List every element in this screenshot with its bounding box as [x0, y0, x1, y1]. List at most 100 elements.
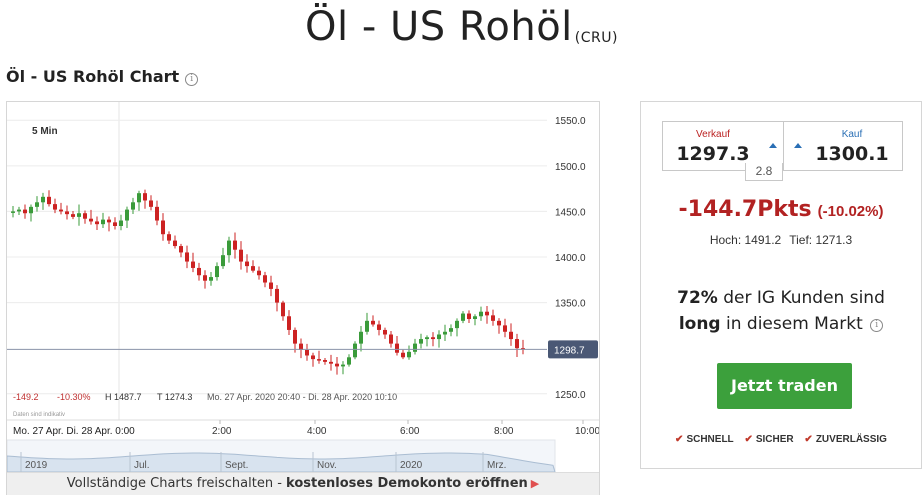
chart-section-title: Öl - US Rohöl Chart i — [6, 67, 199, 86]
unlock-charts-bar[interactable]: Vollständige Charts freischalten - koste… — [7, 472, 599, 495]
x-tick-label: 6:00 — [400, 426, 420, 437]
navigator-label: Sept. — [225, 460, 248, 471]
candle-body — [329, 361, 333, 364]
trading-panel: Verkauf 1297.3 Kauf 1300.1 2.8 -144.7Pkt… — [640, 101, 922, 469]
candle-body — [53, 204, 57, 210]
candle-body — [173, 240, 177, 247]
candle-body — [89, 218, 93, 222]
y-tick-label: 1350.0 — [555, 299, 586, 310]
candle-body — [515, 339, 519, 349]
day-low: Tief: 1271.3 — [789, 233, 853, 247]
candle-body — [407, 351, 411, 358]
candle-body — [497, 320, 501, 326]
navigator-label: 2020 — [400, 460, 423, 471]
trade-now-button[interactable]: Jetzt traden — [717, 363, 852, 409]
candle-body — [29, 206, 33, 214]
candle-body — [353, 343, 357, 358]
chart-section-title-text: Öl - US Rohöl Chart — [6, 67, 180, 86]
disclaimer: Daten sind indikativ — [13, 412, 65, 418]
candle-body — [143, 193, 147, 201]
candle-body — [17, 209, 21, 212]
candle-body — [77, 213, 81, 217]
quote-divider — [783, 122, 784, 170]
candle-body — [467, 313, 471, 319]
candle-body — [161, 220, 165, 235]
feature-reliable: ✔ ZUVERLÄSSIG — [804, 434, 887, 445]
price-change: -144.7Pkts (-10.02%) — [641, 197, 921, 222]
candle-body — [221, 255, 225, 267]
info-icon[interactable]: i — [185, 73, 199, 86]
candle-body — [185, 252, 189, 262]
candlestick-chart-svg[interactable]: 1550.0 1500.0 1450.0 1400.0 1350.0 1250.0 5 Mi… — [7, 102, 600, 495]
stat-high: H 1487.7 — [105, 392, 142, 402]
candle-body — [305, 350, 309, 356]
candle-body — [257, 270, 261, 276]
candle-body — [11, 211, 15, 213]
candle-body — [83, 213, 87, 219]
candle-body — [461, 313, 465, 321]
buy-up-arrow-icon — [794, 143, 802, 148]
candle-body — [359, 331, 363, 344]
day-high: Hoch: 1491.2 — [709, 233, 782, 247]
candle-body — [503, 325, 507, 332]
candle-body — [491, 315, 495, 321]
candle-body — [509, 331, 513, 340]
x-tick-label: 4:00 — [307, 426, 327, 437]
candle-body — [137, 193, 141, 203]
sentiment-info-icon[interactable]: i — [870, 319, 884, 332]
candle-body — [191, 261, 195, 268]
navigator-area — [7, 452, 556, 473]
candle-body — [65, 211, 69, 215]
candle-body — [485, 311, 489, 316]
candle-body — [311, 355, 315, 360]
candle-body — [383, 329, 387, 335]
candle-body — [71, 214, 75, 217]
candle-body — [263, 275, 267, 283]
sell-price: 1297.3 — [676, 143, 750, 165]
candle-body — [473, 316, 477, 319]
candle-body — [287, 316, 291, 330]
sentiment-text-1: der IG Kunden sind — [717, 288, 885, 308]
open-demo-account-link[interactable]: kostenloses Demokonto eröffnen — [286, 476, 528, 491]
y-tick-label: 1400.0 — [555, 253, 586, 264]
candle-body — [95, 221, 99, 225]
candle-body — [41, 196, 45, 203]
feature-list: ✔ SCHNELL ✔ SICHER ✔ ZUVERLÄSSIG — [641, 434, 921, 445]
buy-quote[interactable]: Kauf 1300.1 — [802, 122, 902, 170]
x-tick-label: 2:00 — [212, 426, 232, 437]
feature-fast-label: SCHNELL — [686, 434, 734, 445]
candle-body — [125, 209, 129, 221]
candle-body — [131, 202, 135, 210]
candle-body — [479, 311, 483, 317]
price-chart[interactable]: 1550.0 1500.0 1450.0 1400.0 1350.0 1250.0 5 Mi… — [6, 101, 600, 495]
navigator-label: Mrz. — [487, 460, 506, 471]
feature-fast: ✔ SCHNELL — [675, 434, 734, 445]
candle-body — [35, 202, 39, 207]
candle-body — [101, 219, 105, 225]
check-icon: ✔ — [804, 434, 813, 445]
y-tick-label: 1500.0 — [555, 162, 586, 173]
navigator-label: Jul. — [134, 460, 150, 471]
interval-label: 5 Min — [32, 126, 58, 137]
candle-body — [419, 339, 423, 344]
high-low: Hoch: 1491.2 Tief: 1271.3 — [641, 233, 921, 247]
last-price-label: 1298.7 — [554, 345, 585, 356]
navigator-label: Nov. — [317, 460, 337, 471]
feature-secure-label: SICHER — [755, 434, 794, 445]
candle-body — [215, 266, 219, 278]
candle-body — [347, 357, 351, 365]
stat-low: T 1274.3 — [157, 392, 192, 402]
buy-label: Kauf — [841, 129, 863, 140]
candle-body — [335, 363, 339, 367]
y-tick-label: 1550.0 — [555, 116, 586, 127]
page-title-text: Öl - US Rohöl — [305, 4, 573, 50]
candle-body — [437, 334, 441, 340]
instrument-code: (CRU) — [574, 30, 618, 46]
change-percent: (-10.02%) — [817, 203, 884, 220]
candle-body — [269, 282, 273, 289]
candle-body — [431, 337, 435, 340]
candle-body — [401, 352, 405, 358]
check-icon: ✔ — [744, 434, 753, 445]
candle-body — [251, 266, 255, 271]
sell-quote[interactable]: Verkauf 1297.3 — [663, 122, 763, 170]
